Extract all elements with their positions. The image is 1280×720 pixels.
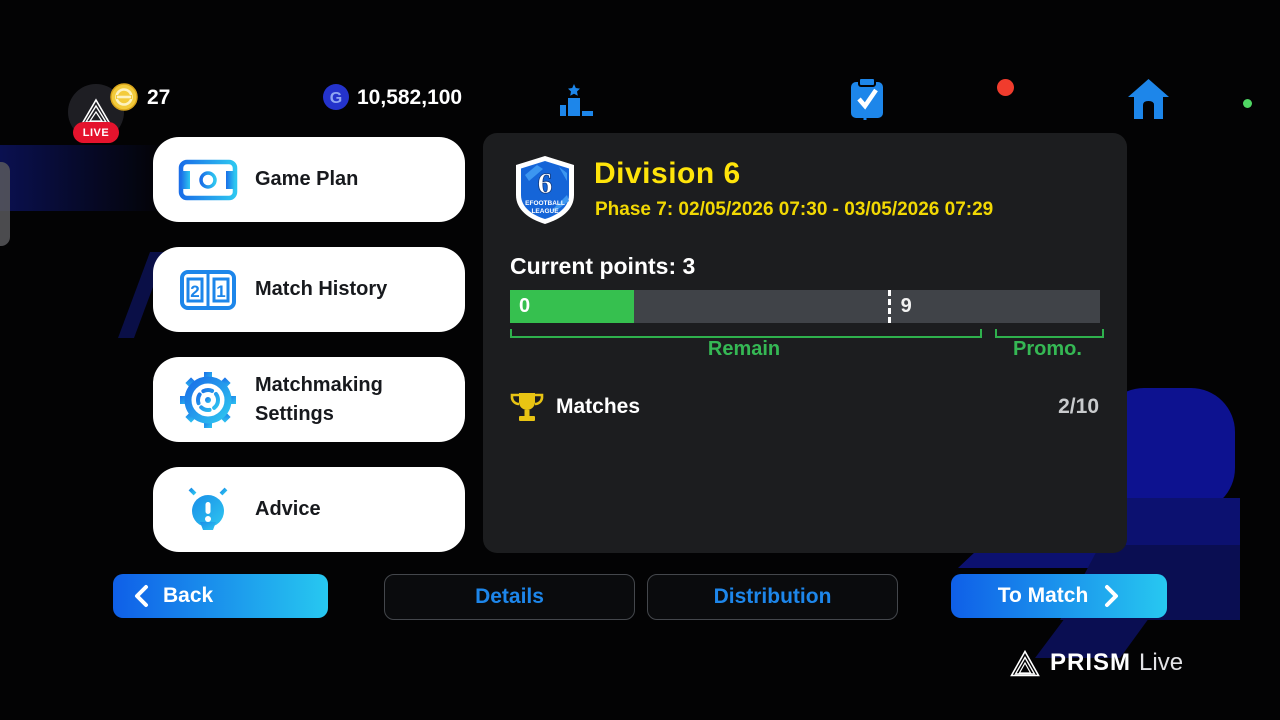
remain-label: Remain	[707, 338, 781, 360]
progress-fill	[510, 290, 634, 323]
division-panel: 6 EFOOTBALL LEAGUE Division 6 Phase 7: 0…	[483, 133, 1127, 553]
sidebar-item-advice[interactable]: Advice	[153, 467, 465, 552]
chevron-left-icon	[135, 585, 148, 607]
missions-notification-dot	[997, 79, 1014, 96]
missions-clipboard-icon	[851, 77, 883, 120]
coin-balance: 27	[147, 86, 171, 109]
trophy-icon	[510, 393, 544, 421]
distribution-label: Distribution	[713, 585, 832, 608]
promo-bracket	[995, 329, 1104, 338]
remain-bracket	[510, 329, 982, 338]
sidebar-item-label: Game Plan	[255, 168, 359, 190]
sidebar-item-game-plan[interactable]: Game Plan	[153, 137, 465, 222]
chevron-right-icon	[1105, 585, 1119, 607]
svg-text:LEAGUE: LEAGUE	[531, 208, 559, 215]
scoreboard-icon: 2 1	[175, 268, 241, 312]
live-badge: LIVE	[73, 122, 119, 143]
details-label: Details	[475, 585, 544, 608]
sidebar-item-label: Matchmaking Settings	[255, 373, 383, 425]
sidebar-item-label: Advice	[255, 498, 321, 520]
watermark-brand: PRISM	[1050, 649, 1132, 676]
gear-icon	[175, 370, 241, 430]
home-button[interactable]	[1126, 77, 1171, 120]
promo-threshold-value: 9	[900, 295, 912, 317]
progress-start-value: 0	[519, 295, 531, 317]
phase-dates: Phase 7: 02/05/2026 07:30 - 03/05/2026 0…	[595, 199, 994, 220]
prism-logo-icon	[1010, 649, 1040, 676]
gp-balance: 10,582,100	[357, 86, 463, 109]
points-progress-bar: 0 9	[510, 290, 1100, 323]
division-title: Division 6	[594, 157, 741, 190]
distribution-button[interactable]: Distribution	[647, 574, 898, 620]
status-dot	[1243, 99, 1252, 108]
ranking-podium-icon	[560, 84, 593, 116]
watermark-suffix: Live	[1139, 649, 1184, 676]
sidebar-item-match-history[interactable]: 2 1 Match History	[153, 247, 465, 332]
division-badge: 6 EFOOTBALL LEAGUE	[516, 156, 574, 224]
svg-text:EFOOTBALL: EFOOTBALL	[525, 200, 565, 207]
pitch-icon	[175, 157, 241, 203]
gp-icon: G	[323, 84, 349, 110]
svg-text:2: 2	[190, 282, 199, 301]
details-button[interactable]: Details	[384, 574, 635, 620]
coin-icon	[110, 83, 138, 111]
svg-text:G: G	[330, 90, 342, 107]
to-match-button[interactable]: To Match	[951, 574, 1167, 618]
progress-divider: 9	[887, 290, 912, 323]
promo-label: Promo.	[1013, 338, 1082, 360]
matches-row: Matches 2/10	[510, 385, 1099, 429]
svg-text:1: 1	[216, 282, 225, 301]
prism-live-watermark: PRISM Live	[1010, 649, 1183, 677]
sidebar-item-matchmaking-settings[interactable]: Matchmaking Settings	[153, 357, 465, 442]
svg-text:6: 6	[538, 167, 553, 200]
current-points: Current points: 3	[510, 253, 696, 279]
advice-bulb-icon	[175, 474, 241, 546]
back-label: Back	[163, 584, 214, 607]
matches-label: Matches	[556, 395, 641, 418]
matches-count: 2/10	[1058, 395, 1099, 418]
back-button[interactable]: Back	[113, 574, 328, 618]
to-match-label: To Match	[997, 584, 1089, 607]
ranking-button[interactable]: Ranking	[560, 76, 770, 186]
sidebar-item-label: Match History	[255, 278, 388, 300]
